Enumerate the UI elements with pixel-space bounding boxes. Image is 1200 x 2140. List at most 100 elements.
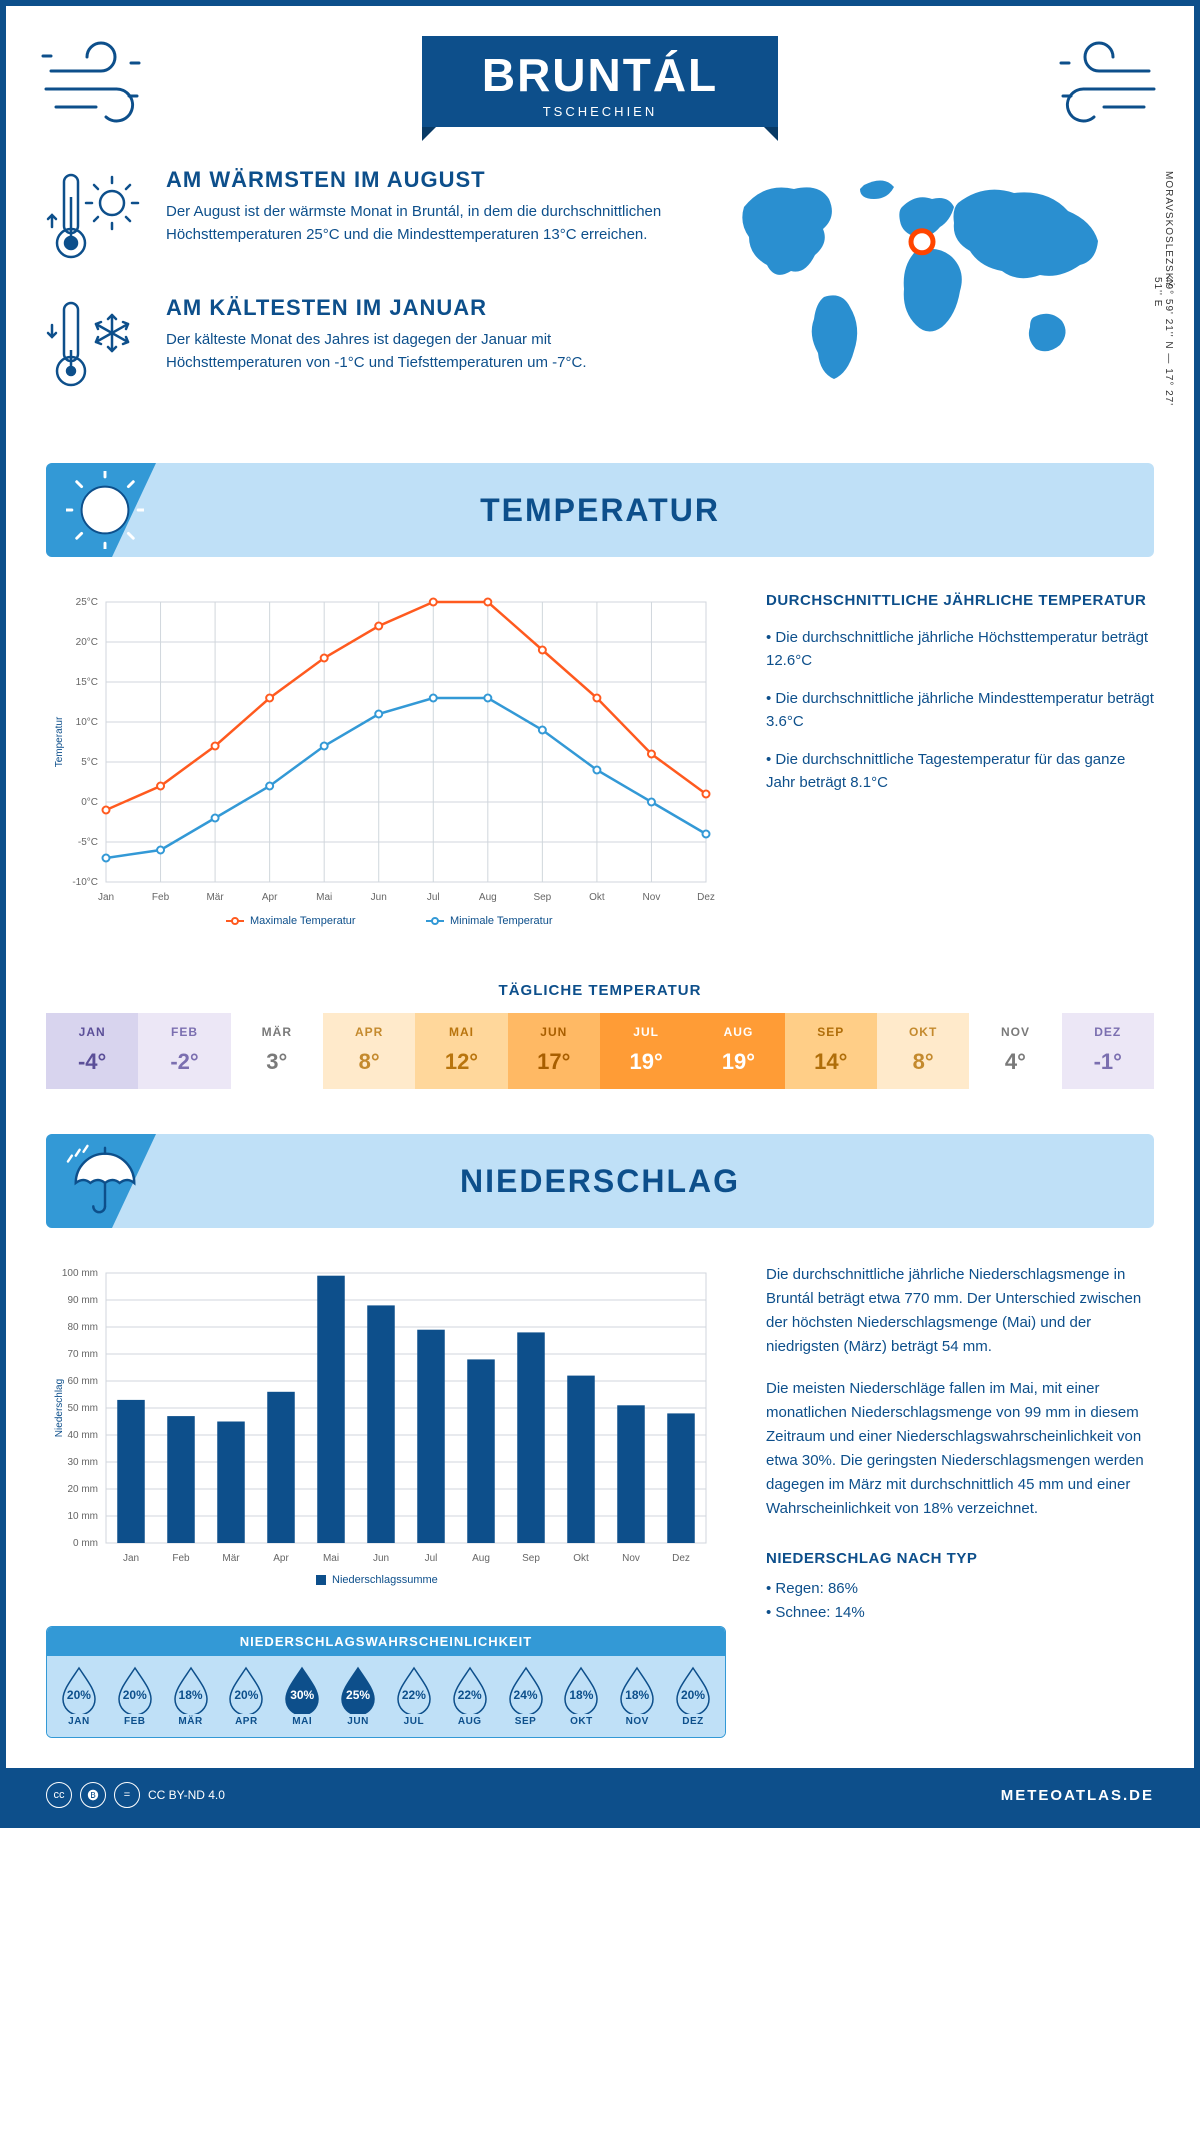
title-banner: BRUNTÁL TSCHECHIEN: [422, 36, 778, 127]
by-icon: 🅑: [80, 1782, 106, 1808]
cc-icon: cc: [46, 1782, 72, 1808]
svg-text:90 mm: 90 mm: [67, 1295, 98, 1306]
svg-text:Jun: Jun: [373, 1553, 389, 1564]
svg-text:Jun: Jun: [371, 892, 387, 903]
warm-fact-title: AM WÄRMSTEN IM AUGUST: [166, 167, 684, 193]
svg-text:Niederschlagssumme: Niederschlagssumme: [332, 1574, 438, 1586]
probability-cell: 20%APR: [218, 1670, 274, 1727]
daily-temp-cell: AUG19°: [692, 1013, 784, 1089]
daily-temperature-strip: JAN-4°FEB-2°MÄR3°APR8°MAI12°JUN17°JUL19°…: [46, 1013, 1154, 1089]
daily-temp-cell: JUL19°: [600, 1013, 692, 1089]
precipitation-probability-box: NIEDERSCHLAGSWAHRSCHEINLICHKEIT 20%JAN20…: [46, 1626, 726, 1738]
svg-text:Aug: Aug: [479, 892, 497, 903]
svg-text:Apr: Apr: [262, 892, 278, 903]
svg-text:Sep: Sep: [522, 1553, 540, 1564]
wind-icon: [1039, 41, 1159, 131]
probability-cell: 20%FEB: [107, 1670, 163, 1727]
svg-text:Minimale Temperatur: Minimale Temperatur: [450, 915, 553, 927]
nd-icon: =: [114, 1782, 140, 1808]
svg-text:10 mm: 10 mm: [67, 1511, 98, 1522]
svg-text:Mai: Mai: [316, 892, 332, 903]
svg-text:Nov: Nov: [643, 892, 661, 903]
svg-text:0 mm: 0 mm: [73, 1538, 98, 1549]
svg-text:0°C: 0°C: [81, 797, 98, 808]
svg-text:Nov: Nov: [622, 1553, 640, 1564]
temperature-section-header: TEMPERATUR: [46, 463, 1154, 557]
svg-text:Dez: Dez: [697, 892, 715, 903]
svg-text:10°C: 10°C: [76, 717, 98, 728]
footer: cc 🅑 = CC BY-ND 4.0 METEOATLAS.DE: [6, 1768, 1194, 1822]
probability-cell: 20%JAN: [51, 1670, 107, 1727]
precipitation-summary: Die durchschnittliche jährliche Niedersc…: [766, 1263, 1154, 1738]
daily-temp-cell: MÄR3°: [231, 1013, 323, 1089]
precipitation-bar-chart: 0 mm 10 mm 20 mm 30 mm 40 mm 50 mm 60 mm 70 mm 8…: [46, 1263, 726, 1603]
svg-text:20°C: 20°C: [76, 637, 98, 648]
climate-facts: AM WÄRMSTEN IM AUGUST Der August ist der…: [46, 167, 684, 423]
svg-text:Niederschlag: Niederschlag: [54, 1379, 65, 1437]
umbrella-icon: [66, 1142, 144, 1220]
svg-text:Jan: Jan: [98, 892, 114, 903]
svg-text:Jul: Jul: [425, 1553, 438, 1564]
daily-temp-cell: JUN17°: [508, 1013, 600, 1089]
svg-text:Maximale Temperatur: Maximale Temperatur: [250, 915, 356, 927]
daily-temp-cell: OKT8°: [877, 1013, 969, 1089]
cold-fact-title: AM KÄLTESTEN IM JANUAR: [166, 295, 684, 321]
svg-text:-5°C: -5°C: [78, 837, 98, 848]
probability-cell: 18%NOV: [609, 1670, 665, 1727]
svg-text:Sep: Sep: [533, 892, 551, 903]
daily-temp-cell: NOV4°: [969, 1013, 1061, 1089]
brand-label: METEOATLAS.DE: [1001, 1787, 1154, 1804]
page-subtitle: TSCHECHIEN: [482, 104, 718, 119]
svg-text:50 mm: 50 mm: [67, 1403, 98, 1414]
daily-temp-title: TÄGLICHE TEMPERATUR: [46, 982, 1154, 999]
svg-text:60 mm: 60 mm: [67, 1376, 98, 1387]
svg-text:70 mm: 70 mm: [67, 1349, 98, 1360]
probability-cell: 20%DEZ: [665, 1670, 721, 1727]
daily-temp-cell: FEB-2°: [138, 1013, 230, 1089]
svg-text:Dez: Dez: [672, 1553, 690, 1564]
svg-text:Mai: Mai: [323, 1553, 339, 1564]
svg-text:Mär: Mär: [222, 1553, 240, 1564]
daily-temp-cell: APR8°: [323, 1013, 415, 1089]
probability-cell: 22%AUG: [442, 1670, 498, 1727]
svg-text:Feb: Feb: [172, 1553, 190, 1564]
svg-text:30 mm: 30 mm: [67, 1457, 98, 1468]
svg-text:100 mm: 100 mm: [62, 1268, 98, 1279]
svg-text:80 mm: 80 mm: [67, 1322, 98, 1333]
svg-text:Aug: Aug: [472, 1553, 490, 1564]
daily-temp-cell: SEP14°: [785, 1013, 877, 1089]
svg-text:Feb: Feb: [152, 892, 170, 903]
svg-text:Okt: Okt: [573, 1553, 589, 1564]
world-map: MORAVSKOSLEZSKÝ 49° 59' 21'' N — 17° 27'…: [714, 167, 1154, 423]
wind-icon: [41, 41, 161, 131]
probability-cell: 24%SEP: [498, 1670, 554, 1727]
precipitation-section-header: NIEDERSCHLAG: [46, 1134, 1154, 1228]
svg-text:40 mm: 40 mm: [67, 1430, 98, 1441]
svg-text:Jan: Jan: [123, 1553, 139, 1564]
coordinates-label: 49° 59' 21'' N — 17° 27' 51'' E: [1152, 277, 1174, 423]
daily-temp-cell: MAI12°: [415, 1013, 507, 1089]
temperature-line-chart: -10°C-5°C0°C5°C10°C15°C20°C25°CJanFebMär…: [46, 592, 726, 952]
daily-temp-cell: DEZ-1°: [1062, 1013, 1154, 1089]
license-text: CC BY-ND 4.0: [148, 1788, 225, 1802]
probability-cell: 25%JUN: [330, 1670, 386, 1727]
probability-cell: 30%MAI: [274, 1670, 330, 1727]
probability-cell: 18%MÄR: [163, 1670, 219, 1727]
warm-fact-text: Der August ist der wärmste Monat in Brun…: [166, 201, 684, 246]
thermometer-snow-icon: [46, 295, 146, 395]
svg-text:25°C: 25°C: [76, 597, 98, 608]
cold-fact-text: Der kälteste Monat des Jahres ist dagege…: [166, 329, 684, 374]
sun-icon: [66, 471, 144, 549]
svg-text:5°C: 5°C: [81, 757, 98, 768]
svg-text:20 mm: 20 mm: [67, 1484, 98, 1495]
svg-text:Temperatur: Temperatur: [54, 716, 65, 767]
temperature-summary: DURCHSCHNITTLICHE JÄHRLICHE TEMPERATUR •…: [766, 592, 1154, 952]
region-label: MORAVSKOSLEZSKÝ: [1163, 171, 1174, 288]
svg-text:-10°C: -10°C: [72, 877, 98, 888]
infographic-frame: BRUNTÁL TSCHECHIEN AM WÄRMSTEN IM AUG: [0, 0, 1200, 1828]
section-title: NIEDERSCHLAG: [460, 1163, 740, 1200]
daily-temp-cell: JAN-4°: [46, 1013, 138, 1089]
svg-text:Apr: Apr: [273, 1553, 289, 1564]
header: BRUNTÁL TSCHECHIEN: [46, 36, 1154, 127]
svg-text:Mär: Mär: [206, 892, 224, 903]
